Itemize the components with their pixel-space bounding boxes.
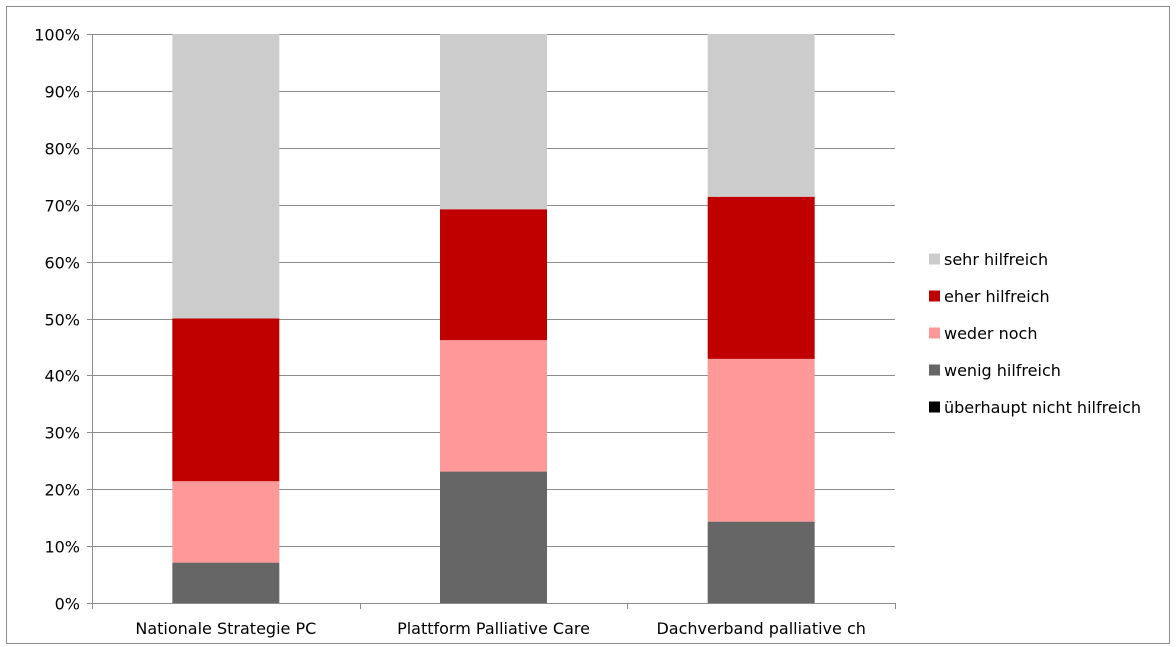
legend-label: eher hilfreich xyxy=(944,287,1050,306)
legend-item: sehr hilfreich xyxy=(929,250,1048,269)
legend-item: wenig hilfreich xyxy=(929,361,1061,380)
legend-label: wenig hilfreich xyxy=(944,361,1061,380)
x-tick-labels: Nationale Strategie PC Plattform Palliati… xyxy=(135,619,866,638)
legend-item: eher hilfreich xyxy=(929,287,1050,306)
y-tick-label: 80% xyxy=(44,140,80,159)
y-tick-label: 20% xyxy=(44,481,80,500)
y-tick-label: 10% xyxy=(44,538,80,557)
bar-segment xyxy=(172,562,280,603)
bars xyxy=(172,34,815,603)
legend-label: sehr hilfreich xyxy=(944,250,1048,269)
bar-segment xyxy=(707,34,815,197)
y-tick-label: 60% xyxy=(44,254,80,273)
legend-label: überhaupt nicht hilfreich xyxy=(944,398,1141,417)
x-tick-label: Plattform Palliative Care xyxy=(397,619,590,638)
bar-segment xyxy=(440,471,547,603)
x-tick-label: Dachverband palliative ch xyxy=(656,619,865,638)
y-tick-label: 50% xyxy=(44,311,80,330)
legend-swatch xyxy=(929,401,940,413)
legend-swatch xyxy=(929,364,940,376)
legend-item: weder noch xyxy=(929,324,1037,343)
y-tick-label: 30% xyxy=(44,424,80,443)
legend-swatch xyxy=(929,290,940,302)
axes xyxy=(87,34,896,609)
bar-segment xyxy=(440,209,547,341)
legend-swatch xyxy=(929,327,940,339)
bar-segment xyxy=(707,521,815,603)
y-tick-label: 90% xyxy=(44,83,80,102)
bar-segment xyxy=(172,318,280,482)
legend-item: überhaupt nicht hilfreich xyxy=(929,398,1141,417)
y-tick-label: 70% xyxy=(44,197,80,216)
y-tick-labels: 0% 10% 20% 30% 40% 50% 60% 70% 80% 90% 100% xyxy=(34,26,80,614)
bar-segment xyxy=(172,481,280,563)
bar-segment xyxy=(440,340,547,472)
bar-segment xyxy=(172,34,280,319)
legend: sehr hilfreich eher hilfreich weder noch we… xyxy=(929,250,1141,417)
legend-label: weder noch xyxy=(944,324,1037,343)
y-tick-label: 0% xyxy=(55,595,80,614)
bar-segment xyxy=(440,34,547,210)
x-tick-label: Nationale Strategie PC xyxy=(135,619,316,638)
legend-swatch xyxy=(929,253,940,265)
y-tick-label: 40% xyxy=(44,367,80,386)
y-tick-label: 100% xyxy=(34,26,80,45)
bar-segment xyxy=(707,196,815,359)
bar-segment xyxy=(707,358,815,522)
